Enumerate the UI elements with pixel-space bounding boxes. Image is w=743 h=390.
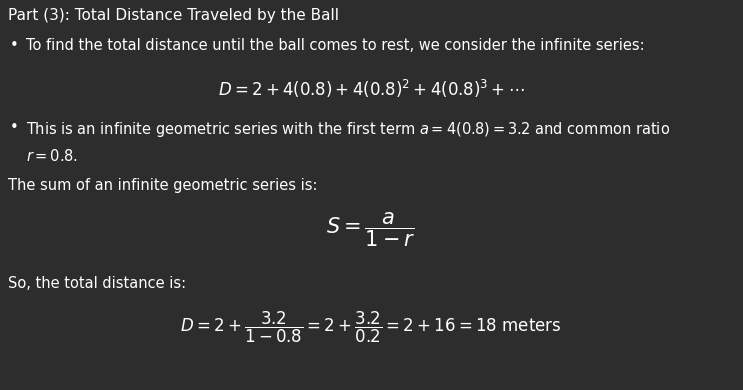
Text: $D = 2 + 4(0.8) + 4(0.8)^2 + 4(0.8)^3 + \cdots$: $D = 2 + 4(0.8) + 4(0.8)^2 + 4(0.8)^3 + … xyxy=(218,78,525,100)
Text: So, the total distance is:: So, the total distance is: xyxy=(8,276,186,291)
Text: The sum of an infinite geometric series is:: The sum of an infinite geometric series … xyxy=(8,178,317,193)
Text: $S = \dfrac{a}{1 - r}$: $S = \dfrac{a}{1 - r}$ xyxy=(326,210,416,248)
Text: $D = 2 + \dfrac{3.2}{1 - 0.8} = 2 + \dfrac{3.2}{0.2} = 2 + 16 = 18 \text{ meters: $D = 2 + \dfrac{3.2}{1 - 0.8} = 2 + \dfr… xyxy=(181,310,562,345)
Text: •: • xyxy=(10,120,19,135)
Text: $r = 0.8.$: $r = 0.8.$ xyxy=(26,148,78,164)
Text: This is an infinite geometric series with the first term $a = 4(0.8) = 3.2$ and : This is an infinite geometric series wit… xyxy=(26,120,670,139)
Text: •: • xyxy=(10,38,19,53)
Text: Part (3): Total Distance Traveled by the Ball: Part (3): Total Distance Traveled by the… xyxy=(8,8,339,23)
Text: To find the total distance until the ball comes to rest, we consider the infinit: To find the total distance until the bal… xyxy=(26,38,645,53)
